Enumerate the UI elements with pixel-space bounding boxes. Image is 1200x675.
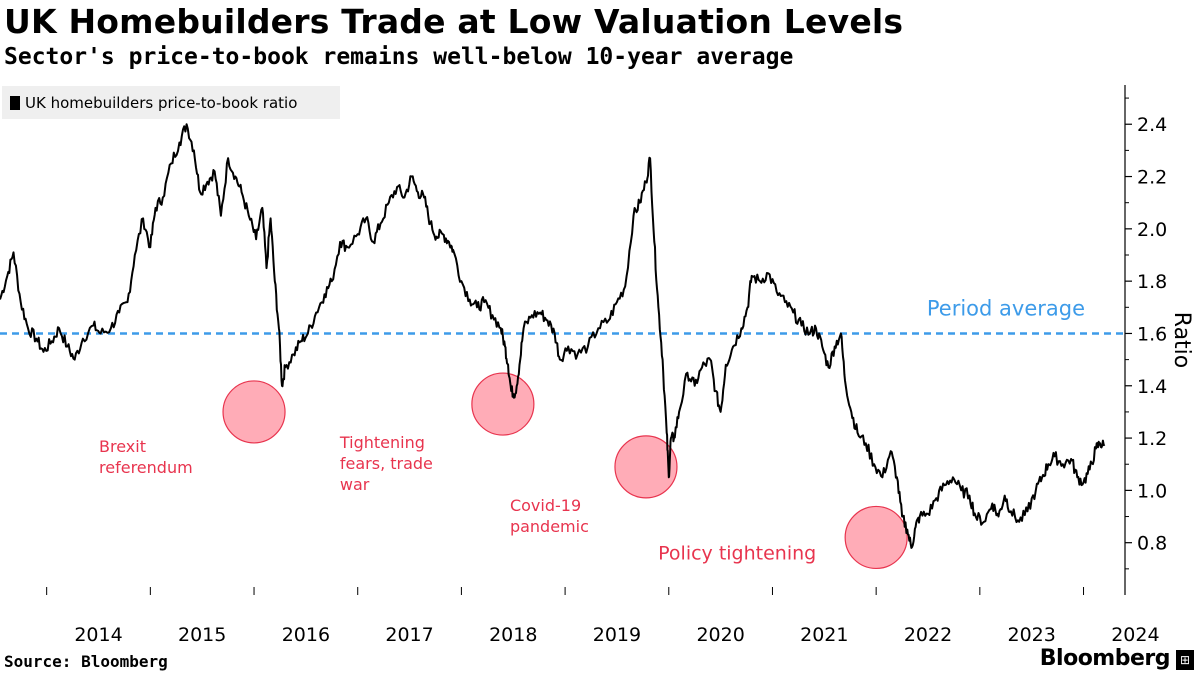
annotation-circle — [222, 380, 286, 444]
y-tick-label: 1.0 — [1137, 480, 1167, 502]
brand-logo-text: Bloomberg — [1039, 646, 1171, 671]
legend-swatch — [10, 95, 20, 110]
x-tick-label: 2014 — [74, 624, 122, 646]
x-tick-label: 2017 — [385, 624, 433, 646]
series-line — [0, 123, 1106, 549]
y-tick-label: 1.6 — [1137, 323, 1167, 345]
y-tick-label: 1.2 — [1137, 428, 1167, 450]
y-axis-label: Ratio — [1169, 312, 1194, 368]
y-tick-label: 2.2 — [1137, 167, 1167, 189]
source-note: Source: Bloomberg — [4, 652, 168, 671]
legend-label: UK homebuilders price-to-book ratio — [25, 93, 298, 112]
chart-title: UK Homebuilders Trade at Low Valuation L… — [4, 2, 904, 41]
x-tick-label: 2016 — [282, 624, 330, 646]
y-tick-label: 0.8 — [1137, 533, 1167, 555]
annotation-circle — [471, 372, 535, 436]
x-tick-label: 2024 — [1111, 624, 1159, 646]
annotation-label: Brexit referendum — [99, 437, 193, 477]
brand-mark-icon: ⊞ — [1176, 650, 1194, 670]
period-average-label: Period average — [927, 296, 1085, 320]
annotation-circle — [844, 505, 908, 570]
y-tick-label: 2.0 — [1137, 219, 1167, 241]
annotation-label-line: war — [340, 475, 370, 494]
annotation-label-line: referendum — [99, 458, 193, 477]
x-tick-label: 2019 — [593, 624, 641, 646]
annotation-label: Covid-19 pandemic — [510, 496, 589, 536]
annotation-label: Policy tightening — [658, 542, 816, 564]
annotation-label-line: pandemic — [510, 517, 589, 536]
x-tick-label: 2018 — [489, 624, 537, 646]
annotation-label-line: Tightening — [339, 433, 425, 452]
annotation-circle — [614, 435, 678, 499]
y-tick-label: 2.4 — [1137, 114, 1167, 136]
annotation-label-line: Covid-19 — [510, 496, 581, 515]
x-tick-label: 2022 — [904, 624, 952, 646]
x-tick-label: 2020 — [696, 624, 744, 646]
y-tick-label: 1.8 — [1137, 271, 1167, 293]
x-tick-label: 2015 — [178, 624, 226, 646]
annotation-label-line: Policy tightening — [658, 542, 816, 564]
x-tick-label: 2021 — [800, 624, 848, 646]
annotation-label-line: fears, trade — [340, 454, 433, 473]
annotation-label-line: Brexit — [99, 437, 146, 456]
annotation-label: Tightening fears, trade war — [339, 433, 433, 494]
chart-subtitle: Sector's price-to-book remains well-belo… — [4, 44, 794, 70]
legend: UK homebuilders price-to-book ratio — [2, 86, 340, 119]
x-tick-label: 2023 — [1008, 624, 1056, 646]
y-tick-label: 1.4 — [1137, 376, 1167, 398]
